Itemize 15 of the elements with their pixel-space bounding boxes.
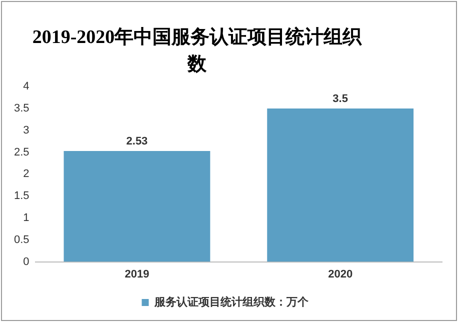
y-tick-label: 4 — [23, 80, 30, 93]
chart-title: 2019-2020年中国服务认证项目统计组织数 — [32, 26, 362, 77]
x-tick-label: 2019 — [124, 268, 150, 280]
data-label: 2.53 — [126, 136, 148, 148]
legend-label: 服务认证项目统计组织数：万个 — [153, 296, 310, 309]
y-tick-label: 1 — [23, 212, 30, 224]
y-tick-label: 2.5 — [14, 146, 30, 158]
data-label: 3.5 — [332, 93, 348, 106]
y-tick-label: 0 — [23, 256, 30, 268]
y-tick-label: 1.5 — [14, 190, 30, 202]
y-tick-label: 2 — [23, 168, 30, 180]
y-tick-label: 3 — [23, 124, 30, 136]
y-tick-label: 3.5 — [14, 102, 30, 115]
y-tick-label: 0.5 — [14, 234, 30, 246]
x-tick-label: 2020 — [328, 268, 353, 280]
